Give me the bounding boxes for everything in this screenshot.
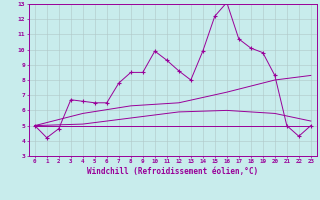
X-axis label: Windchill (Refroidissement éolien,°C): Windchill (Refroidissement éolien,°C)	[87, 167, 258, 176]
